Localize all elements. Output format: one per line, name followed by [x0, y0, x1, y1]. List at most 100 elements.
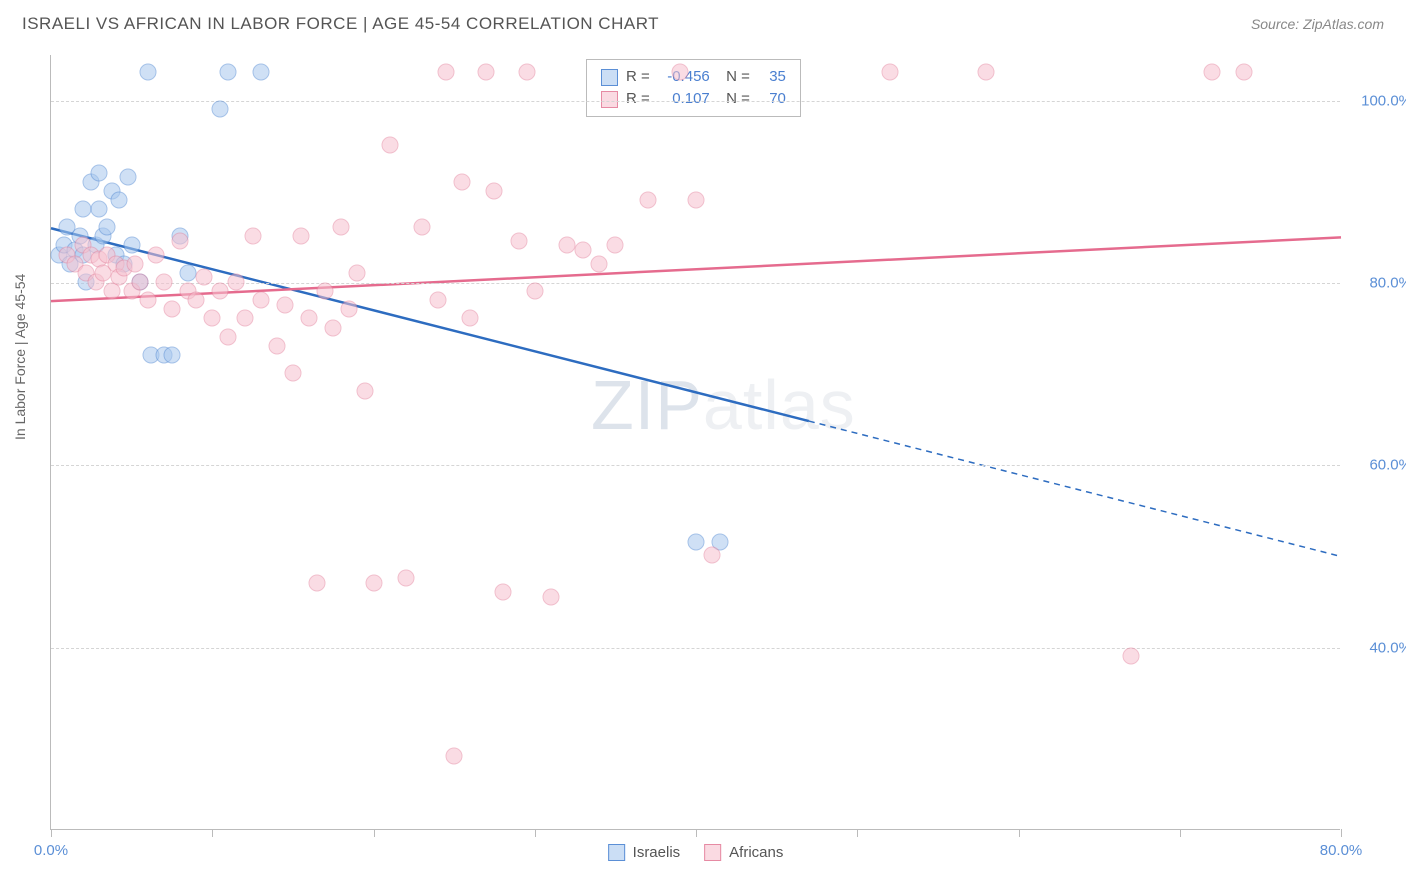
x-tick: [1019, 829, 1020, 837]
data-point: [252, 292, 269, 309]
data-point: [212, 100, 229, 117]
data-point: [542, 588, 559, 605]
data-point: [518, 64, 535, 81]
gridline-h: [51, 101, 1340, 102]
r-label: R =: [626, 88, 650, 110]
data-point: [317, 283, 334, 300]
data-point: [309, 574, 326, 591]
data-point: [688, 533, 705, 550]
correlation-row: R =-0.456 N =35: [601, 66, 786, 88]
data-point: [284, 365, 301, 382]
data-point: [704, 547, 721, 564]
data-point: [163, 346, 180, 363]
data-point: [147, 246, 164, 263]
data-point: [236, 310, 253, 327]
data-point: [1123, 647, 1140, 664]
data-point: [397, 570, 414, 587]
data-point: [607, 237, 624, 254]
data-point: [1236, 64, 1253, 81]
data-point: [357, 383, 374, 400]
data-point: [486, 182, 503, 199]
chart-plot-area: ZIPatlas R =-0.456 N =35R =0.107 N =70 I…: [50, 55, 1340, 830]
legend-swatch: [601, 69, 618, 86]
y-axis-label: In Labor Force | Age 45-54: [12, 274, 28, 440]
data-point: [301, 310, 318, 327]
data-point: [131, 273, 148, 290]
data-point: [163, 301, 180, 318]
x-tick: [696, 829, 697, 837]
data-point: [413, 219, 430, 236]
data-point: [180, 264, 197, 281]
x-tick: [535, 829, 536, 837]
data-point: [478, 64, 495, 81]
data-point: [591, 255, 608, 272]
legend-item: Africans: [704, 844, 783, 861]
data-point: [139, 64, 156, 81]
legend-label: Africans: [729, 844, 783, 861]
data-point: [430, 292, 447, 309]
data-point: [220, 328, 237, 345]
chart-title: ISRAELI VS AFRICAN IN LABOR FORCE | AGE …: [22, 14, 659, 34]
data-point: [325, 319, 342, 336]
data-point: [333, 219, 350, 236]
x-tick: [374, 829, 375, 837]
n-value: 35: [758, 66, 786, 88]
legend-item: Israelis: [608, 844, 681, 861]
x-tick-label: 80.0%: [1320, 842, 1363, 859]
legend-label: Israelis: [633, 844, 681, 861]
legend-swatch: [601, 91, 618, 108]
gridline-h: [51, 465, 1340, 466]
data-point: [978, 64, 995, 81]
data-point: [462, 310, 479, 327]
x-tick: [212, 829, 213, 837]
r-value: 0.107: [658, 88, 710, 110]
data-point: [252, 64, 269, 81]
n-label: N =: [718, 66, 750, 88]
correlation-row: R = 0.107 N = 70: [601, 88, 786, 110]
correlation-legend: R =-0.456 N =35R =0.107 N =70: [586, 59, 801, 117]
data-point: [881, 64, 898, 81]
y-tick-label: 100.0%: [1361, 92, 1406, 109]
data-point: [123, 237, 140, 254]
data-point: [639, 191, 656, 208]
x-tick: [1341, 829, 1342, 837]
legend-swatch: [704, 844, 721, 861]
data-point: [438, 64, 455, 81]
source-label: Source: ZipAtlas.com: [1251, 16, 1384, 32]
data-point: [126, 255, 143, 272]
legend-swatch: [608, 844, 625, 861]
data-point: [91, 164, 108, 181]
data-point: [228, 273, 245, 290]
data-point: [196, 269, 213, 286]
gridline-h: [51, 648, 1340, 649]
x-tick: [857, 829, 858, 837]
data-point: [155, 273, 172, 290]
data-point: [172, 232, 189, 249]
data-point: [575, 242, 592, 259]
n-label: N =: [718, 88, 750, 110]
data-point: [341, 301, 358, 318]
data-point: [244, 228, 261, 245]
data-point: [91, 201, 108, 218]
data-point: [559, 237, 576, 254]
x-tick-label: 0.0%: [34, 842, 68, 859]
data-point: [1204, 64, 1221, 81]
data-point: [188, 292, 205, 309]
data-point: [526, 283, 543, 300]
n-value: 70: [758, 88, 786, 110]
regression-line-solid: [51, 228, 809, 421]
data-point: [212, 283, 229, 300]
data-point: [365, 574, 382, 591]
x-tick: [1180, 829, 1181, 837]
data-point: [688, 191, 705, 208]
regression-line-dashed: [809, 421, 1341, 556]
data-point: [671, 64, 688, 81]
data-point: [120, 169, 137, 186]
regression-line-solid: [51, 237, 1341, 301]
y-tick-label: 40.0%: [1369, 639, 1406, 656]
data-point: [139, 292, 156, 309]
regression-lines-svg: [51, 55, 1340, 829]
y-tick-label: 60.0%: [1369, 457, 1406, 474]
data-point: [268, 337, 285, 354]
series-legend: Israelis Africans: [608, 844, 784, 861]
